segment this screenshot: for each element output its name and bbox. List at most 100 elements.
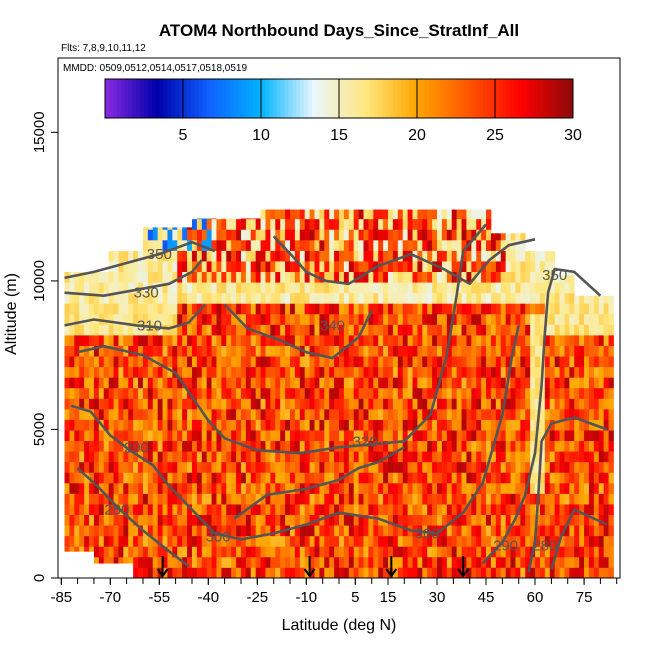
heat-cell	[476, 514, 482, 526]
heat-cell	[329, 451, 335, 463]
heat-cell	[579, 525, 585, 537]
heat-cell	[167, 313, 173, 325]
heat-cell	[309, 250, 315, 262]
heat-cell	[530, 292, 536, 304]
heat-cell	[304, 324, 310, 336]
heat-cell	[201, 482, 208, 494]
heat-cell	[133, 514, 139, 526]
heat-cell	[554, 303, 560, 315]
heat-cell	[407, 461, 413, 473]
heat-cell	[363, 345, 369, 357]
heat-cell	[177, 430, 183, 442]
heat-cell	[265, 482, 271, 494]
heat-cell	[441, 482, 448, 494]
heat-cell	[206, 218, 212, 220]
heat-cell	[172, 377, 178, 389]
heat-cell	[152, 430, 159, 442]
heat-cell	[309, 546, 315, 558]
heat-cell	[486, 250, 492, 262]
heat-cell	[427, 387, 433, 399]
heat-cell	[108, 387, 114, 399]
heat-cell	[260, 408, 266, 420]
colorbar-swatch	[549, 79, 554, 118]
heat-cell	[466, 261, 472, 273]
heat-cell	[348, 250, 355, 262]
chart-title: ATOM4 Northbound Days_Since_StratInf_All	[159, 21, 519, 40]
heat-cell	[319, 387, 325, 399]
heat-cell	[579, 482, 585, 494]
heat-cell	[343, 377, 350, 389]
heat-cell	[608, 430, 614, 442]
heat-cell	[402, 313, 409, 325]
heat-cell	[167, 271, 173, 283]
heat-cell	[329, 504, 335, 516]
heat-cell	[74, 313, 80, 325]
heat-cell	[245, 313, 252, 325]
heat-cell	[456, 535, 462, 547]
heat-cell	[108, 303, 114, 315]
heat-cell	[245, 419, 252, 431]
heat-cell	[133, 292, 139, 304]
heat-cell	[280, 408, 286, 420]
heat-cell	[304, 451, 310, 463]
heat-cell	[476, 303, 482, 315]
heat-cell	[535, 546, 541, 558]
heat-cell	[226, 218, 232, 220]
heat-cell	[206, 261, 212, 273]
heat-cell	[93, 482, 100, 494]
heat-cell	[505, 282, 511, 294]
x-tick-label: 30	[429, 589, 446, 606]
colorbar-swatch	[303, 79, 309, 118]
heat-cell	[363, 514, 369, 526]
heat-cell	[167, 227, 173, 230]
heat-cell	[461, 324, 467, 336]
heat-cell	[270, 209, 276, 220]
heat-cell	[554, 472, 560, 484]
heat-cell	[196, 377, 203, 389]
heat-cell	[461, 209, 467, 220]
heat-cell	[544, 493, 551, 505]
heat-cell	[530, 482, 536, 494]
heat-cell	[89, 535, 95, 547]
heat-cell	[437, 229, 443, 241]
heat-cell	[495, 461, 502, 473]
heat-cell	[142, 472, 149, 484]
heat-cell	[358, 356, 364, 368]
heat-cell	[559, 387, 565, 399]
heat-cell	[329, 567, 335, 579]
heat-cell	[98, 504, 105, 516]
heat-cell	[554, 525, 560, 537]
heat-cell	[584, 295, 590, 304]
heat-cell	[177, 514, 183, 526]
heat-cell	[343, 218, 350, 230]
heat-cell	[422, 335, 428, 346]
heat-cell	[520, 313, 526, 325]
heat-cell	[451, 356, 458, 368]
heat-cell	[378, 209, 384, 220]
heat-cell	[427, 546, 433, 558]
heat-cell	[74, 377, 80, 389]
heat-cell	[157, 261, 163, 273]
heat-cell	[353, 472, 359, 484]
heat-cell	[378, 398, 384, 410]
heat-cell	[466, 535, 472, 547]
heat-cell	[554, 324, 560, 336]
heat-cell	[270, 482, 276, 494]
heat-cell	[343, 345, 350, 357]
heat-cell	[128, 387, 134, 399]
heat-cell	[530, 366, 536, 378]
heat-cell	[191, 324, 198, 336]
heat-cell	[118, 451, 124, 463]
heat-cell	[324, 335, 330, 346]
heat-cell	[456, 482, 462, 494]
heat-cell	[157, 430, 163, 442]
heat-cell	[103, 525, 110, 537]
heat-cell	[554, 292, 560, 304]
heat-cell	[397, 556, 404, 568]
heat-cell	[343, 482, 350, 494]
heat-cell	[456, 525, 462, 537]
heat-cell	[89, 504, 95, 516]
heat-cell	[236, 282, 242, 294]
heat-cell	[343, 525, 350, 537]
heat-cell	[505, 567, 511, 579]
